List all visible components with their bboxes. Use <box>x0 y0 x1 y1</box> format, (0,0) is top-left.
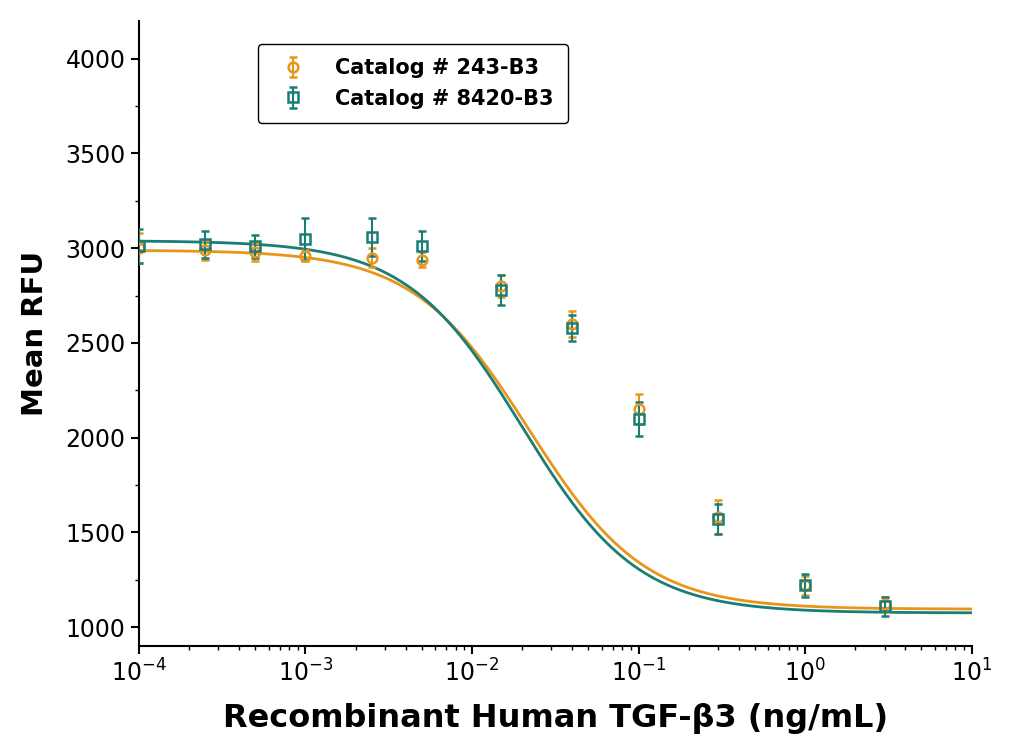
X-axis label: Recombinant Human TGF-β3 (ng/mL): Recombinant Human TGF-β3 (ng/mL) <box>223 703 887 734</box>
Legend: Catalog # 243-B3, Catalog # 8420-B3: Catalog # 243-B3, Catalog # 8420-B3 <box>257 44 567 123</box>
Y-axis label: Mean RFU: Mean RFU <box>21 251 49 416</box>
